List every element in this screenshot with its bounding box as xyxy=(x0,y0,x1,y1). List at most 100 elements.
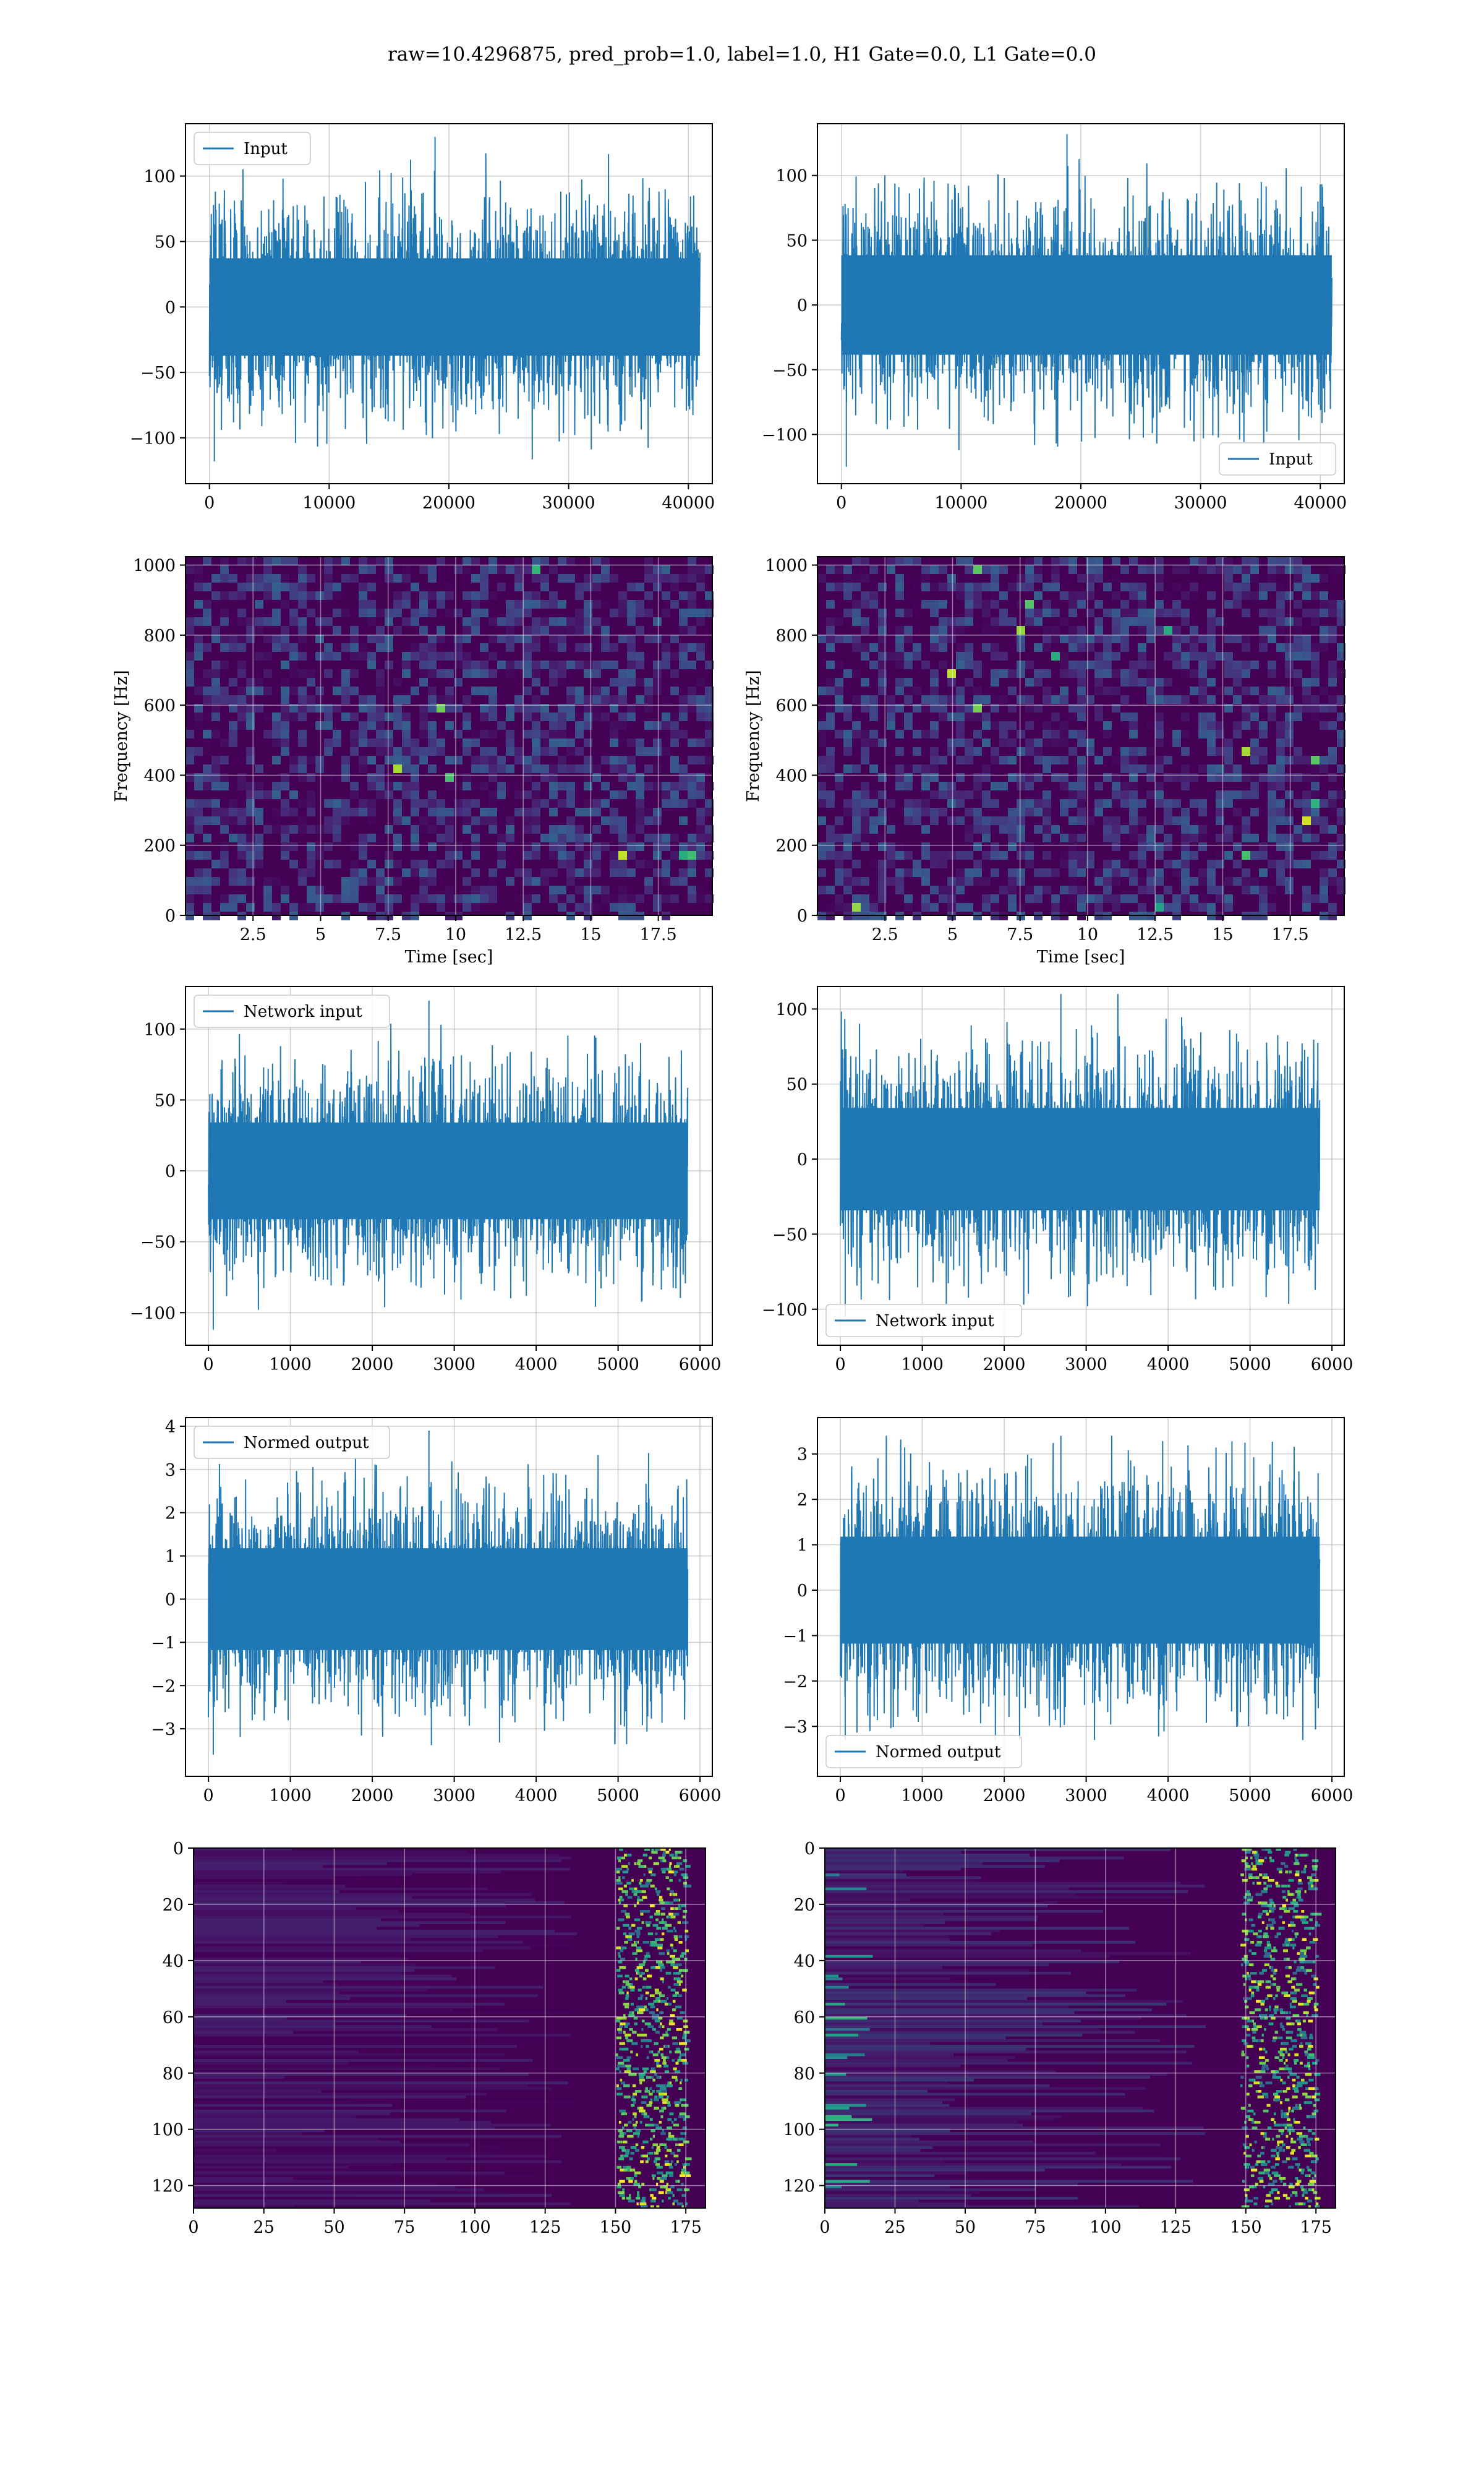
x-tick-label: 5000 xyxy=(1229,1355,1271,1374)
axes-frame xyxy=(185,986,713,1346)
x-tick-label: 1000 xyxy=(901,1786,944,1805)
series-line xyxy=(208,1431,689,1755)
x-tick-label: 30000 xyxy=(1174,494,1227,513)
x-tick-label: 10 xyxy=(1077,925,1098,944)
legend-label: Normed output xyxy=(876,1743,1001,1761)
y-tick-label: 60 xyxy=(163,2008,184,2027)
x-tick-label: 4000 xyxy=(1147,1355,1190,1374)
legend-label: Network input xyxy=(244,1003,362,1021)
x-tick-label: 175 xyxy=(670,2218,702,2237)
x-tick-label: 25 xyxy=(254,2218,275,2237)
y-tick-label: 20 xyxy=(163,1896,184,1915)
x-tick-label: 3000 xyxy=(433,1355,475,1374)
y-tick-label: 600 xyxy=(775,696,808,716)
y-tick-label: 0 xyxy=(165,907,176,926)
x-tick-label: 0 xyxy=(819,2218,830,2237)
x-tick-label: 20000 xyxy=(422,494,475,513)
y-tick-label: 100 xyxy=(151,2121,184,2140)
y-tick-label: 120 xyxy=(151,2177,184,2196)
y-tick-label: −50 xyxy=(772,361,808,380)
y-tick-label: 80 xyxy=(794,2065,815,2084)
y-tick-label: −3 xyxy=(783,1718,808,1737)
x-tick-label: 5000 xyxy=(597,1355,639,1374)
x-tick-label: 3000 xyxy=(433,1786,475,1805)
x-tick-label: 75 xyxy=(394,2218,415,2237)
y-tick-label: 80 xyxy=(163,2065,184,2084)
figure-title: raw=10.4296875, pred_prob=1.0, label=1.0… xyxy=(387,43,1096,66)
y-tick-label: 400 xyxy=(775,766,808,785)
subplot-input-h1: 0 10000 20000 30000 40000 −100 −50 0 50 100 Input xyxy=(130,123,715,513)
x-tick-label: 100 xyxy=(459,2218,491,2237)
y-tick-label: 0 xyxy=(165,1590,176,1609)
y-tick-label: 60 xyxy=(794,2008,815,2027)
x-tick-label: 15 xyxy=(580,925,601,944)
y-tick-label: 2 xyxy=(165,1504,176,1523)
x-tick-label: 4000 xyxy=(515,1786,558,1805)
y-tick-label: 800 xyxy=(775,627,808,646)
x-tick-label: 3000 xyxy=(1065,1355,1107,1374)
axes-frame xyxy=(817,556,1345,916)
legend: Input xyxy=(1219,442,1336,476)
x-tick-label: 40000 xyxy=(662,494,715,513)
subplot-normed-output-h1: 0 1000 2000 3000 4000 5000 6000 −3 −2 −1 0 1 2 3 4 Norm… xyxy=(151,1417,722,1805)
x-tick-label: 7.5 xyxy=(1007,925,1033,944)
x-tick-label: 0 xyxy=(836,494,846,513)
x-tick-label: 20000 xyxy=(1054,494,1107,513)
x-tick-label: 5 xyxy=(947,925,958,944)
x-tick-label: 40000 xyxy=(1294,494,1347,513)
y-tick-label: 40 xyxy=(794,1952,815,1971)
subplot-network-input-h1: 0 1000 2000 3000 4000 5000 6000 −100 −50 0 50 100 Ne… xyxy=(130,986,722,1374)
y-tick-label: 3 xyxy=(797,1445,808,1465)
series-line xyxy=(840,1436,1321,1740)
y-tick-label: 0 xyxy=(804,1839,815,1859)
x-tick-label: 6000 xyxy=(679,1355,722,1374)
subplot-network-input-l1: 0 1000 2000 3000 4000 5000 6000 −100 −50 0 50 100 Ne… xyxy=(762,986,1353,1374)
y-tick-label: −1 xyxy=(783,1627,808,1646)
x-tick-label: 0 xyxy=(835,1786,846,1805)
x-tick-label: 5 xyxy=(315,925,326,944)
y-tick-label: −100 xyxy=(762,1301,808,1320)
feature-map-cells xyxy=(194,1848,706,2208)
y-tick-label: 0 xyxy=(797,296,808,315)
y-tick-label: 600 xyxy=(143,696,176,716)
y-tick-label: 200 xyxy=(143,837,176,856)
legend: Normed output xyxy=(825,1735,1022,1768)
x-tick-label: 7.5 xyxy=(375,925,401,944)
x-tick-label: 30000 xyxy=(542,494,595,513)
series-line xyxy=(840,994,1321,1317)
x-tick-label: 5000 xyxy=(597,1786,639,1805)
x-tick-label: 5000 xyxy=(1229,1786,1271,1805)
y-tick-label: 0 xyxy=(797,1150,808,1170)
x-tick-label: 100 xyxy=(1090,2218,1122,2237)
y-tick-label: 1 xyxy=(165,1547,176,1567)
y-tick-label: 100 xyxy=(775,1000,808,1019)
legend-label: Normed output xyxy=(244,1434,369,1452)
y-tick-label: 800 xyxy=(143,627,176,646)
subplot-feature-map-l1: 0 25 50 75 100 125 150 175 0 20 40 60 80 100 120 xyxy=(783,1839,1336,2237)
y-tick-label: 400 xyxy=(143,766,176,785)
x-tick-label: 0 xyxy=(204,494,215,513)
x-tick-label: 6000 xyxy=(679,1786,722,1805)
spectrogram-cells xyxy=(817,557,1345,920)
x-tick-label: 10000 xyxy=(302,494,356,513)
y-tick-label: 1000 xyxy=(765,557,808,576)
x-tick-label: 4000 xyxy=(1147,1786,1190,1805)
y-tick-label: 0 xyxy=(165,298,176,317)
x-tick-label: 17.5 xyxy=(640,925,677,944)
x-tick-label: 150 xyxy=(1230,2218,1262,2237)
x-tick-label: 12.5 xyxy=(1136,925,1174,944)
y-tick-label: 50 xyxy=(155,233,176,252)
x-tick-label: 1000 xyxy=(901,1355,944,1374)
series-line xyxy=(208,1000,689,1330)
legend: Network input xyxy=(825,1304,1022,1337)
x-axis-label: Time [sec] xyxy=(405,948,493,967)
axes-frame xyxy=(185,556,713,916)
y-tick-label: 50 xyxy=(787,1076,808,1095)
legend: Network input xyxy=(194,995,390,1028)
y-tick-label: −100 xyxy=(762,426,808,445)
x-tick-label: 10000 xyxy=(934,494,987,513)
legend-label: Input xyxy=(1269,450,1313,469)
y-tick-label: 0 xyxy=(173,1839,184,1859)
x-tick-label: 1000 xyxy=(269,1355,312,1374)
